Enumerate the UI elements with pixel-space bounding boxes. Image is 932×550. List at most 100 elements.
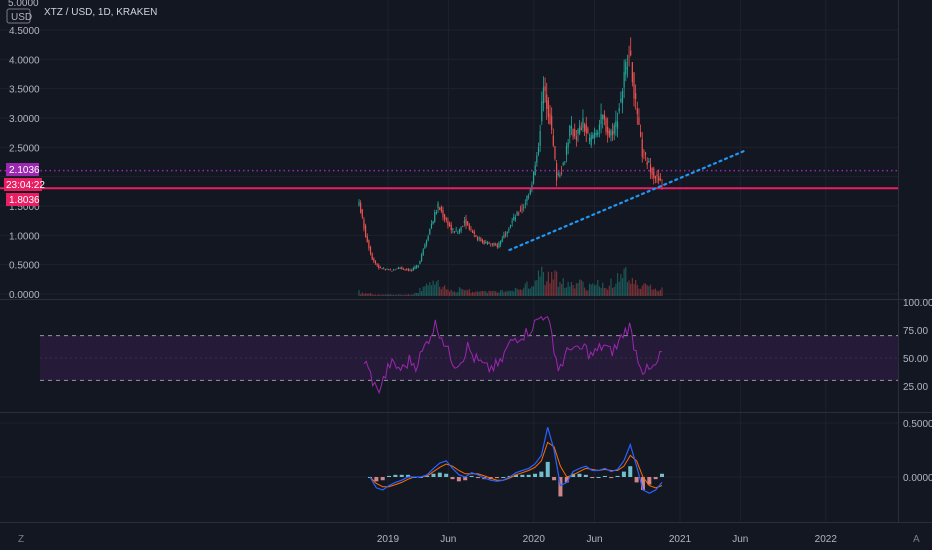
macd-pane[interactable] [368,427,664,497]
candle-body [579,125,581,134]
candle-body [364,225,367,237]
volume-bar [414,292,416,296]
candle-body [595,133,597,136]
volume-bar [577,282,579,296]
candle-body [590,135,592,146]
macd-histogram-bar [431,473,436,477]
candle-body [420,255,423,261]
candle-body [526,195,528,201]
volume-bar [419,288,421,296]
volume-bar [383,294,385,296]
currency-box[interactable] [6,8,31,24]
candle-body [363,219,365,229]
macd-histogram-bar [380,477,385,481]
candle-body [452,228,454,230]
macd-histogram-bar [545,461,550,477]
candle-body [521,208,523,210]
volume-bar [394,294,396,296]
volume-bar [633,284,635,296]
volume-bar [488,290,490,296]
candle-body [388,269,390,271]
volume-bar [448,291,451,296]
candle-body [457,232,459,234]
volume-bar [639,288,642,296]
macd-histogram-bar [628,466,633,477]
volume-bar [504,291,507,296]
volume-bar [528,288,530,296]
candle-body [475,235,477,237]
candle-body [374,261,377,264]
macd-histogram-bar [526,474,531,477]
candle-body [361,209,363,218]
volume-bar [476,291,479,296]
candle-body [407,269,410,271]
volume-bar [361,292,363,296]
macd-histogram-bar [634,477,639,483]
macd-histogram-bar [640,477,645,490]
volume-bar [509,291,512,296]
candle-body [392,269,395,270]
volume-bar [587,290,589,296]
volume-bar [368,293,370,296]
volume-bar [472,291,474,296]
volume-bar [384,294,386,296]
volume-bar [532,286,535,296]
volume-bar [554,270,556,296]
candle-body [514,218,517,220]
volume-bar [396,295,398,296]
macd-histogram-bar [374,477,379,482]
candle-body [404,269,406,271]
volume-bar [531,286,533,296]
candle-body [366,236,368,242]
volume-bar [625,267,627,296]
candle-body [501,239,503,242]
rsi-pane[interactable] [40,315,898,395]
candle-body [569,125,571,137]
candle-body [625,62,627,75]
candle-body [504,234,507,236]
candle-body [547,100,549,117]
volume-bar [470,292,472,296]
resistance-price-tag: 2.1036 [6,163,40,176]
candle-body [402,269,405,270]
candle-body [587,128,589,134]
volume-bar [381,294,383,296]
volume-bar [557,286,559,296]
volume-bar [439,286,441,296]
support-trendline [508,149,748,252]
candle-body [411,269,413,271]
volume-bar [611,287,614,296]
volume-bar [549,283,551,296]
volume-bar [491,291,493,296]
candle-body [495,243,497,245]
volume-bar [429,282,431,296]
price-pane[interactable] [0,37,898,296]
volume-bar [552,279,554,296]
price-tick-label: 1.0000 [9,231,40,242]
volume-bar [651,289,653,296]
candle-body [506,232,508,234]
candle-body [378,264,380,269]
macd-histogram-bar [564,477,569,483]
candle-body [641,139,643,157]
candle-body [600,114,602,125]
volume-bar [518,289,520,296]
volume-bar [432,280,434,296]
countdown-text: 23:04:22 [6,180,45,191]
candle-body [444,214,446,220]
volume-bar [374,294,377,296]
candle-body [401,267,403,269]
volume-bar [366,293,368,296]
volume-bar [514,288,517,296]
candle-body [523,207,525,208]
candle-body [376,263,378,266]
volume-bar [513,291,515,296]
candle-body [580,127,582,130]
volume-bar [603,287,605,296]
macd-histogram-bar [577,473,582,477]
resistance-price-text: 2.1036 [9,165,40,176]
auto-scale-button[interactable]: A [913,534,920,545]
zoom-button[interactable]: Z [18,534,24,545]
candle-body [445,218,447,221]
volume-bar [462,289,464,296]
